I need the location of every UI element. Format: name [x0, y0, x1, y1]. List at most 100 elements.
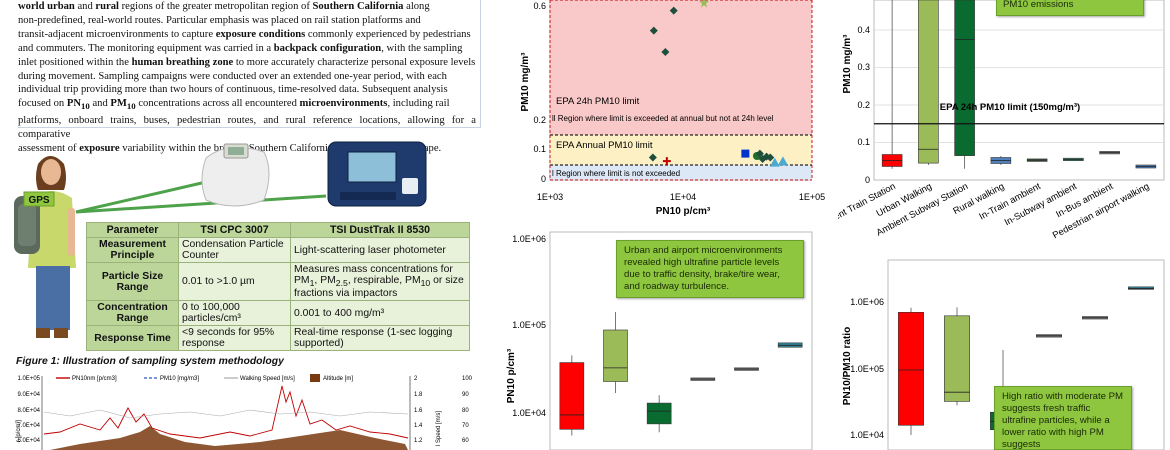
ts-rlabel: l Speed [m/s] — [436, 411, 442, 446]
box-body — [646, 402, 672, 425]
ts-legend-pm: PM10 [mg/m3] — [160, 376, 199, 382]
table-header-dusttrak: TSI DustTrak II 8530 — [290, 222, 470, 238]
scatter-xtick: 1E+03 — [537, 192, 563, 202]
figure1-caption: Figure 1: Illustration of sampling syste… — [16, 356, 284, 367]
pm10-boxes — [874, 0, 1164, 169]
arrow-to-dusttrak — [75, 194, 327, 214]
ts-rtick2: 90 — [462, 392, 469, 398]
scatter-point — [741, 149, 750, 158]
epa-24h-label: EPA 24h PM10 limit — [556, 96, 640, 107]
scatter-ylabel: PM10 mg/m³ — [520, 52, 531, 112]
box-body — [559, 362, 585, 430]
box-body — [944, 315, 970, 402]
pm-ylabel: PM10 mg/m³ — [842, 34, 853, 94]
table-header-parameter: Parameter — [86, 222, 179, 238]
scatter-ytick: 0.1 — [533, 144, 546, 154]
band-annual-exceeded — [550, 135, 812, 165]
scatter-xlabel: PN10 p/cm³ — [656, 206, 711, 217]
pn-callout: Urban and airport microenvironments reve… — [616, 240, 804, 298]
ratio-box-chart: 1.0E+06 1.0E+05 1.0E+04 PN10/PM10 ratio — [842, 259, 1165, 450]
scatter-point — [649, 26, 658, 35]
person-with-backpack-icon — [14, 156, 76, 338]
pm-ytick: 0.4 — [857, 25, 870, 35]
ts-ytick: 8.0E+04 — [17, 408, 40, 414]
ratio-ylabel: PN10/PM10 ratio — [842, 327, 853, 405]
box-body — [603, 329, 628, 382]
ts-pn-line — [43, 385, 409, 439]
ratio-ytick: 1.0E+06 — [850, 297, 884, 307]
scatter-point — [699, 0, 710, 8]
table-row: Measurement Principle Condensation Parti… — [86, 237, 470, 263]
box-body — [898, 312, 924, 426]
table-row: Particle Size Range 0.01 to >1.0 µm Meas… — [86, 261, 470, 302]
scatter-xtick: 1E+05 — [799, 192, 825, 202]
box-body — [918, 0, 939, 164]
ts-rtick: 1.6 — [414, 408, 423, 414]
pn-ytick: 1.0E+06 — [512, 234, 546, 244]
ts-legend-pn: PN10nm [p/cm3] — [72, 376, 117, 382]
epa-annual-label: EPA Annual PM10 limit — [556, 140, 653, 151]
scatter-points — [648, 0, 788, 167]
scatter-point — [766, 153, 775, 162]
methodology-paragraph: world urban and rural regions of the gre… — [18, 0, 481, 154]
ts-rtick: 1.4 — [414, 423, 423, 429]
band-not-exceeded — [550, 165, 812, 180]
scatter-point — [661, 48, 670, 56]
ts-ytick: 6.0E+04 — [17, 438, 40, 444]
pn-ytick: 1.0E+05 — [512, 320, 546, 330]
ts-ytick: 1.0E+05 — [17, 376, 40, 382]
sampling-illustration: GPS — [14, 141, 427, 338]
ts-speed-line — [43, 409, 409, 419]
ts-legend-speed: Walking Speed [m/s] — [240, 376, 295, 382]
ts-rtick: 1.8 — [414, 392, 423, 398]
ts-ytick: 9.0E+04 — [17, 392, 40, 398]
pm-ytick: 0 — [865, 175, 870, 185]
scatter-point — [777, 156, 788, 166]
instrument-parameter-table: Parameter TSI CPC 3007 TSI DustTrak II 8… — [86, 222, 470, 352]
ratio-callout: High ratio with moderate PM suggests fre… — [994, 386, 1132, 450]
scatter-point — [769, 157, 780, 167]
scatter-chart: EPA 24h PM10 limit ll Region where limit… — [520, 0, 825, 217]
timeseries-chart: 1.0E+05 9.0E+04 8.0E+04 7.0E+04 6.0E+04 … — [16, 374, 473, 450]
scatter-ytick: 0.6 — [533, 1, 546, 11]
pn-ytick: 1.0E+04 — [512, 408, 546, 418]
gps-label: GPS — [28, 195, 49, 206]
ts-rtick2: 100 — [462, 376, 473, 382]
scatter-point — [662, 157, 671, 166]
annual-region-label: ll Region where limit is exceeded at ann… — [552, 114, 774, 123]
box-body — [954, 0, 975, 156]
ratio-boxes — [898, 286, 1154, 435]
scatter-point — [669, 6, 678, 15]
ts-rtick: 2 — [414, 376, 418, 382]
table-row: Response Time <9 seconds for 95% respons… — [86, 325, 470, 352]
ts-legend-altitude: Altitude [m] — [323, 376, 353, 382]
pm-ytick: 0.1 — [857, 137, 870, 147]
pn10-boxes — [559, 311, 803, 436]
pn-ylabel: PN10 p/cm³ — [506, 348, 517, 403]
ts-ylabel: r [p/cm³] — [16, 420, 22, 442]
ts-ytick: 7.0E+04 — [17, 423, 40, 429]
scatter-point — [755, 149, 764, 158]
ts-rtick: 1.2 — [414, 438, 423, 444]
ratio-ytick: 1.0E+04 — [850, 430, 884, 440]
ts-rtick2: 70 — [462, 423, 469, 429]
scatter-xtick: 1E+04 — [670, 192, 696, 202]
table-header-cpc: TSI CPC 3007 — [178, 222, 291, 238]
band-24h-exceeded — [550, 0, 812, 135]
ts-rtick2: 80 — [462, 408, 469, 414]
ts-altitude-area — [50, 426, 408, 450]
scatter-ytick: 0 — [541, 174, 546, 184]
pn10-box-chart: 1.0E+06 1.0E+05 1.0E+04 PN10 p/cm³ — [506, 231, 813, 450]
dusttrak-device-icon — [327, 141, 427, 207]
pm-epa-label: EPA 24h PM10 limit (150mg/m³) — [940, 102, 1080, 113]
not-exceeded-label: l Region where limit is not exceeded — [552, 169, 680, 178]
pm-callout: PM10 emissions — [996, 0, 1144, 16]
scatter-ytick: 0.2 — [533, 115, 546, 125]
ts-rtick2: 60 — [462, 438, 469, 444]
scatter-bands — [549, 0, 813, 181]
cpc-device-icon — [201, 143, 270, 207]
pm-ytick: 0.3 — [857, 62, 870, 72]
ratio-ytick: 1.0E+05 — [850, 364, 884, 374]
pm10-box-chart: 0.4 0.3 0.2 0.1 0 PM10 mg/m³ EPA 24h PM1… — [838, 0, 1165, 241]
